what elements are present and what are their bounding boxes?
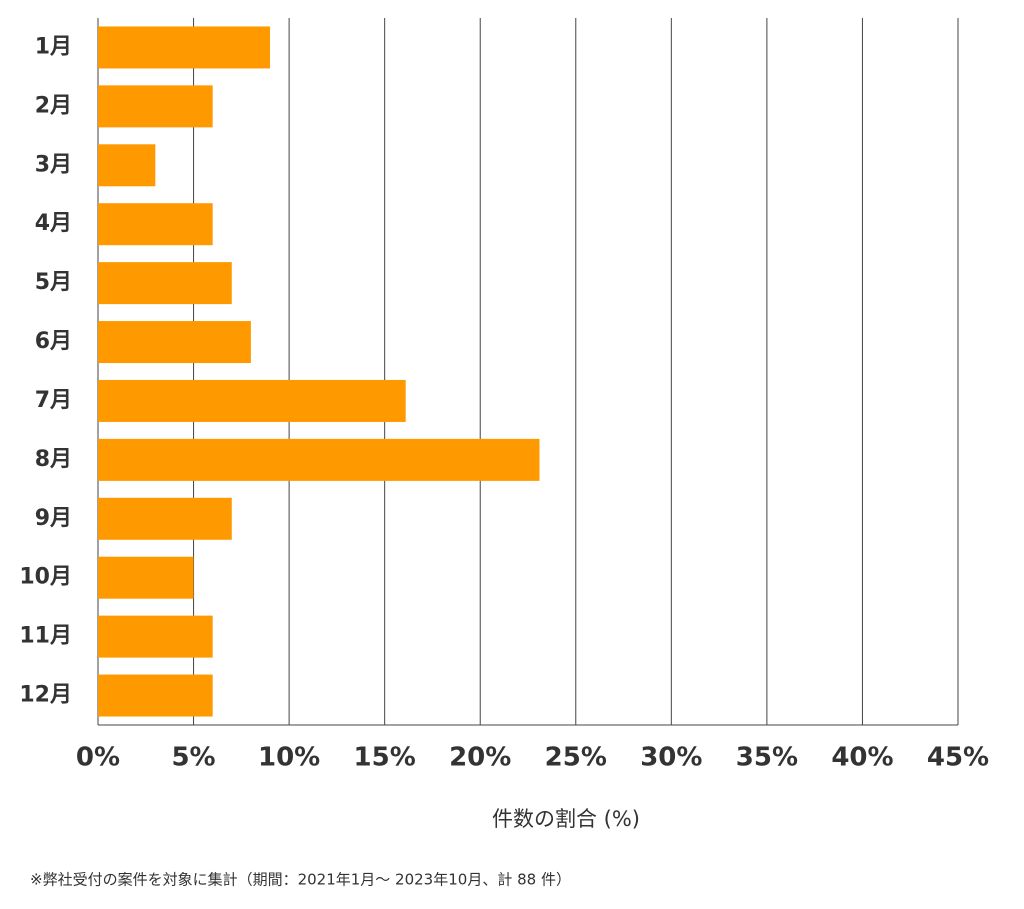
x-tick-label: 45% xyxy=(927,743,989,773)
x-tick-label: 5% xyxy=(171,743,215,773)
y-tick-label: 4月 xyxy=(35,211,72,236)
bar xyxy=(98,674,213,717)
x-tick-label: 25% xyxy=(545,743,607,773)
y-tick-label: 8月 xyxy=(35,447,72,472)
x-axis-label: 件数の割合 (%) xyxy=(492,807,640,831)
bar xyxy=(98,379,406,422)
bar xyxy=(98,203,213,246)
x-tick-label: 0% xyxy=(76,743,120,773)
y-tick-label: 2月 xyxy=(35,93,72,118)
x-tick-label: 35% xyxy=(736,743,798,773)
bar xyxy=(98,556,194,599)
y-tick-label: 6月 xyxy=(35,329,72,354)
bar xyxy=(98,262,232,305)
x-tick-label: 40% xyxy=(831,743,893,773)
bar xyxy=(98,321,251,364)
x-tick-label: 30% xyxy=(640,743,702,773)
y-tick-label: 5月 xyxy=(35,270,72,295)
bar xyxy=(98,497,232,540)
y-tick-label: 1月 xyxy=(35,34,72,59)
y-tick-label: 7月 xyxy=(35,388,72,413)
footnote: ※弊社受付の案件を対象に集計（期間：2021年1月～ 2023年10月、計 88… xyxy=(30,871,571,889)
x-tick-label: 15% xyxy=(354,743,416,773)
y-tick-label: 12月 xyxy=(19,683,72,708)
y-tick-label: 11月 xyxy=(19,624,72,649)
y-tick-label: 9月 xyxy=(35,506,72,531)
x-tick-label: 10% xyxy=(258,743,320,773)
x-tick-label: 20% xyxy=(449,743,511,773)
bar xyxy=(98,85,213,128)
bar xyxy=(98,438,540,481)
bar xyxy=(98,26,270,69)
y-tick-label: 3月 xyxy=(35,152,72,177)
bar xyxy=(98,144,156,187)
bar xyxy=(98,615,213,658)
y-tick-label: 10月 xyxy=(19,565,72,590)
